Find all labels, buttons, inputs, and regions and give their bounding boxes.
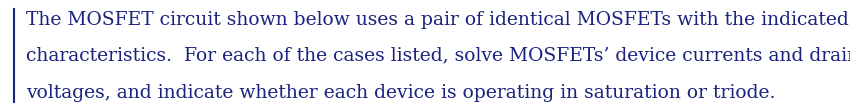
Text: characteristics.  For each of the cases listed, solve MOSFETs’ device currents a: characteristics. For each of the cases l… [26, 47, 850, 64]
Text: The MOSFET circuit shown below uses a pair of identical MOSFETs with the indicat: The MOSFET circuit shown below uses a pa… [26, 11, 848, 29]
Text: voltages, and indicate whether each device is operating in saturation or triode.: voltages, and indicate whether each devi… [26, 84, 775, 102]
